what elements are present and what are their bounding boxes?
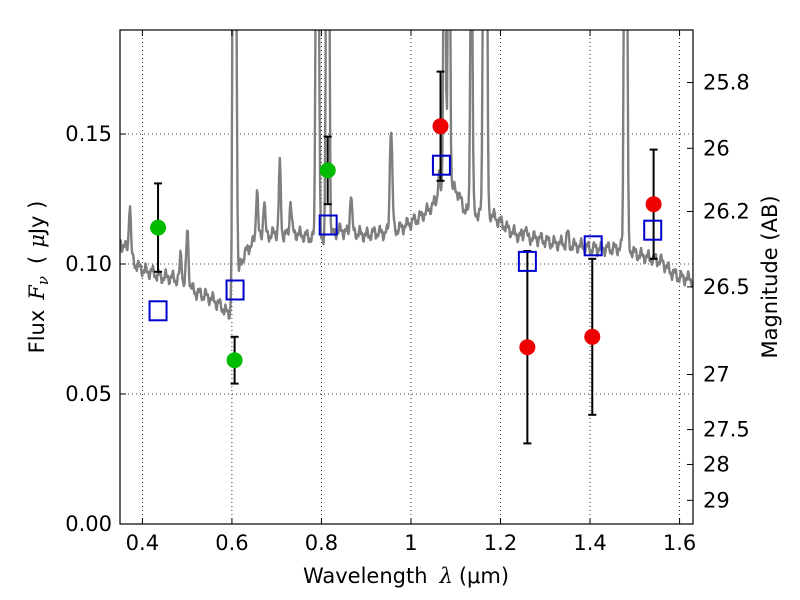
y2-tick-label: 28 <box>703 452 730 476</box>
y2-tick-label: 29 <box>703 488 730 512</box>
ticks: 0.4 0.6 0.8 1 1.2 1.4 1.6 0.00 0.05 0.10 0.15 25.8 2… <box>65 30 750 555</box>
observed-nir-point <box>432 118 449 135</box>
model-photometry-point <box>517 250 537 272</box>
model-photometry-point <box>431 154 451 176</box>
y-tick-label: 0.10 <box>65 252 112 276</box>
x-tick-label: 0.4 <box>126 531 159 555</box>
x-axis-label-unit: (μm) <box>459 564 509 588</box>
plot-frame <box>119 29 694 525</box>
sed-spectrum <box>120 30 693 320</box>
y2-tick-label: 27.5 <box>703 418 750 442</box>
observed-optical-point <box>226 352 243 369</box>
observed-optical-point <box>150 219 167 236</box>
model-photometry-point <box>643 219 663 241</box>
y-tick-label: 0.00 <box>65 512 112 536</box>
x-tick-label: 1.2 <box>484 531 517 555</box>
y-axis-label-open: ( <box>25 256 49 264</box>
x-tick-label: 1 <box>404 531 417 555</box>
y2-axis-label: Magnitude (AB) <box>758 195 782 358</box>
y-axis-label: Flux Fν ( μJy ) <box>25 201 52 354</box>
y2-tick-label: 26.5 <box>703 275 750 299</box>
y2-tick-label: 27 <box>703 363 730 387</box>
observed-nir-point <box>519 339 536 356</box>
observed-nir-point <box>584 328 601 345</box>
model-photometry-point <box>148 300 168 322</box>
y-axis-label-main: Flux <box>25 310 49 354</box>
y-axis-label-F: F <box>25 284 49 301</box>
data-points <box>148 118 663 369</box>
x-tick-label: 0.6 <box>215 531 248 555</box>
x-tick-label: 1.6 <box>663 531 696 555</box>
model-photometry-point <box>318 214 338 236</box>
observed-optical-point <box>319 162 336 179</box>
x-axis-label: Wavelength λ (μm) <box>303 564 509 588</box>
model-photometry-point <box>583 235 603 257</box>
y-axis-label-unit: Jy ) <box>25 201 49 237</box>
x-axis-label-lambda: λ <box>439 564 453 588</box>
y2-tick-label: 25.8 <box>703 71 750 95</box>
grid <box>120 30 693 525</box>
y2-tick-label: 26.2 <box>703 199 750 223</box>
model-photometry-point <box>225 279 245 301</box>
y-tick-label: 0.05 <box>65 382 112 406</box>
y-axis-label-mu: μ <box>25 234 49 248</box>
y2-tick-label: 26 <box>703 136 730 160</box>
x-tick-label: 0.8 <box>305 531 338 555</box>
y-tick-label: 0.15 <box>65 122 112 146</box>
y-axis-label-nu: ν <box>34 276 52 285</box>
sed-spectrum-line <box>120 30 693 320</box>
x-tick-label: 1.4 <box>573 531 606 555</box>
observed-nir-point <box>645 196 662 213</box>
x-axis-label-main: Wavelength <box>303 564 428 588</box>
error-bars <box>154 70 658 445</box>
